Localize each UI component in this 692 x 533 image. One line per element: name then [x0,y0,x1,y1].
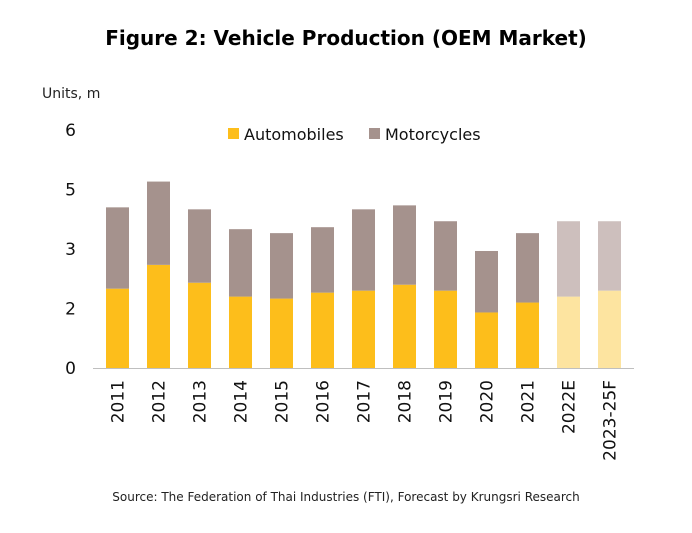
legend-swatch [228,128,239,139]
x-axis-ticks: 2011 2012 2013 2014 2015 2016 2017 2018 2019 2020… [109,380,621,461]
x-tick-label: 2017 [355,380,375,423]
bar-automobiles-2019 [434,290,457,368]
y-tick-label: 5 [65,181,76,201]
bar-automobiles-2012 [147,264,170,368]
chart-title: Figure 2: Vehicle Production (OEM Market… [105,26,587,50]
x-tick-label: 2020 [478,380,498,423]
y-tick-label: 2 [65,300,76,320]
bar-automobiles-2011 [106,288,129,368]
x-tick-label: 2018 [396,380,416,423]
legend: Automobiles Motorcycles [228,125,481,144]
x-tick-label: 2014 [232,380,252,423]
bar-automobiles-2018 [393,284,416,368]
bar-automobiles-2015 [270,298,293,368]
x-tick-label: 2022E [560,380,580,434]
y-axis-label: Units, m [42,86,101,102]
bar-automobiles-2023-25F [598,290,621,368]
bar-motorcycles-2014 [229,229,252,297]
bar-motorcycles-2021 [516,233,539,303]
bar-automobiles-2022E [557,296,580,368]
x-tick-label: 2012 [150,380,170,423]
source-note: Source: The Federation of Thai Industrie… [112,490,580,504]
legend-label: Motorcycles [385,125,481,144]
x-tick-label: 2013 [191,380,211,423]
x-tick-label: 2015 [273,380,293,423]
bar-motorcycles-2015 [270,233,293,299]
bar-motorcycles-2016 [311,227,334,293]
y-axis-ticks: 0 2 3 5 6 [65,121,76,379]
bar-automobiles-2016 [311,292,334,368]
x-tick-label: 2021 [519,380,539,423]
bar-motorcycles-2023-25F [598,221,621,291]
x-tick-label: 2011 [109,380,129,423]
legend-swatch [369,128,380,139]
y-tick-label: 6 [65,121,76,141]
bar-motorcycles-2013 [188,209,211,283]
bar-automobiles-2021 [516,302,539,368]
bar-automobiles-2013 [188,282,211,368]
y-tick-label: 0 [65,359,76,379]
bar-group [106,181,621,368]
bar-motorcycles-2017 [352,209,375,291]
bar-motorcycles-2020 [475,250,498,313]
y-tick-label: 3 [65,240,76,260]
bar-motorcycles-2011 [106,207,129,289]
bar-motorcycles-2019 [434,221,457,291]
bar-motorcycles-2018 [393,205,416,285]
x-tick-label: 2023-25F [601,380,621,461]
x-tick-label: 2019 [437,380,457,423]
bar-motorcycles-2022E [557,221,580,297]
x-tick-label: 2016 [314,380,334,423]
legend-label: Automobiles [244,125,344,144]
bar-automobiles-2017 [352,290,375,368]
bar-automobiles-2020 [475,312,498,368]
bar-automobiles-2014 [229,296,252,368]
bar-motorcycles-2012 [147,181,170,265]
